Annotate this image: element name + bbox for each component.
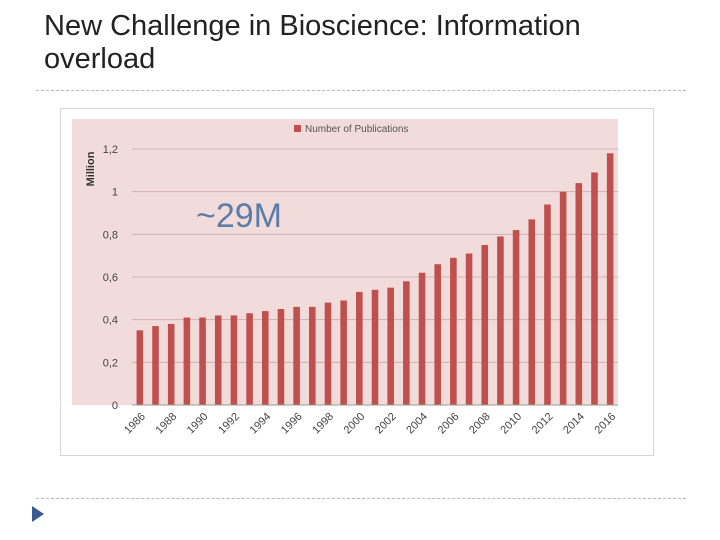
bar-2008 <box>481 245 489 405</box>
bar-2009 <box>497 236 504 405</box>
x-tick-label: 1988 <box>154 411 180 437</box>
bar-2010 <box>512 230 520 405</box>
top-divider <box>36 90 686 91</box>
bar-1995 <box>277 309 285 405</box>
triangle-bullet-icon <box>32 506 44 522</box>
bar-2014 <box>575 183 583 405</box>
bar-1996 <box>293 306 300 405</box>
bar-1989 <box>183 317 191 405</box>
bar-2004 <box>418 272 426 405</box>
x-tick-label: 2002 <box>373 411 399 437</box>
x-axis-ticks: 1986 1988 1990 1992 1994 1996 1998 2000 2002 2004… <box>122 411 618 437</box>
bar-2012 <box>544 204 551 405</box>
x-tick-label: 2006 <box>436 411 462 437</box>
x-tick-label: 2010 <box>498 411 524 437</box>
x-tick-label: 1986 <box>122 411 148 437</box>
bar-2013 <box>559 191 567 405</box>
x-tick-label: 1996 <box>279 411 305 437</box>
x-tick-label: 1998 <box>310 411 336 437</box>
chart-annotation: ~29M <box>196 197 282 235</box>
legend-swatch <box>294 125 301 132</box>
bar-2006 <box>450 257 457 405</box>
bar-1993 <box>246 313 253 405</box>
x-tick-label: 2000 <box>342 411 368 437</box>
bar-1988 <box>167 323 175 405</box>
y-tick-label: 1 <box>112 187 118 199</box>
x-tick-label: 2016 <box>593 411 619 437</box>
y-tick-label: 0 <box>112 400 118 412</box>
legend: Number of Publications <box>294 124 408 135</box>
legend-label: Number of Publications <box>305 124 408 135</box>
bar-1999 <box>340 300 347 405</box>
slide-title: New Challenge in Bioscience: Information… <box>44 10 581 75</box>
bar-2007 <box>465 253 473 405</box>
bar-1997 <box>309 306 316 405</box>
y-tick-label: 0,4 <box>103 315 118 327</box>
chart-svg: 00,20,40,60,811,2 1986 1988 1990 1992 1994 19… <box>72 119 618 437</box>
bar-2005 <box>434 264 441 405</box>
y-axis-label: Million <box>85 151 97 186</box>
y-tick-label: 0,8 <box>103 229 118 241</box>
x-tick-label: 1990 <box>185 411 211 437</box>
bar-1998 <box>324 302 332 405</box>
bar-2000 <box>356 291 363 405</box>
bar-2001 <box>371 289 379 405</box>
bar-1991 <box>214 315 222 405</box>
bar-2011 <box>528 219 536 405</box>
x-tick-label: 2014 <box>561 411 587 437</box>
x-tick-label: 1992 <box>216 411 242 437</box>
y-axis-ticks: 0 0,2 0,4 0,6 0,8 1 1,2 <box>103 144 118 412</box>
x-tick-label: 2012 <box>530 411 556 437</box>
y-tick-label: 0,6 <box>103 272 118 284</box>
publications-chart: 0 0,2 0,4 0,6 0,8 1 1,2 1986 1988 1990 1992 1994 19… <box>60 108 654 456</box>
x-tick-label: 1994 <box>248 411 274 437</box>
bar-2015 <box>591 172 598 405</box>
bar-2003 <box>403 281 410 405</box>
x-tick-label: 2008 <box>467 411 493 437</box>
bar-1986 <box>136 330 144 405</box>
bar-1994 <box>261 311 269 405</box>
bar-2016 <box>606 153 614 405</box>
bar-1992 <box>230 315 238 405</box>
bottom-divider <box>36 498 686 499</box>
y-tick-label: 0,2 <box>103 357 118 369</box>
bars <box>136 153 614 405</box>
bar-1987 <box>152 326 159 405</box>
bar-1990 <box>199 317 206 405</box>
x-tick-label: 2004 <box>404 411 430 437</box>
y-tick-label: 1,2 <box>103 144 118 156</box>
bar-2002 <box>387 287 394 405</box>
